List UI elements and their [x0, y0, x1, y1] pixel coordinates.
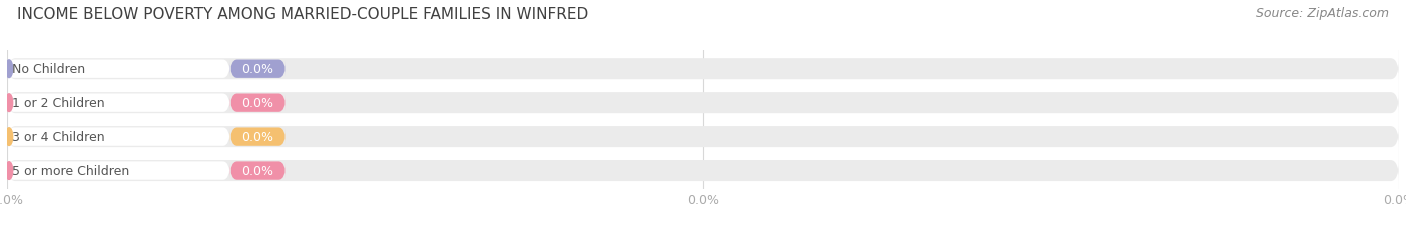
- FancyBboxPatch shape: [229, 60, 285, 79]
- Text: 5 or more Children: 5 or more Children: [13, 164, 129, 177]
- Text: Source: ZipAtlas.com: Source: ZipAtlas.com: [1256, 7, 1389, 20]
- Circle shape: [6, 162, 13, 180]
- Text: 0.0%: 0.0%: [242, 97, 274, 110]
- Text: INCOME BELOW POVERTY AMONG MARRIED-COUPLE FAMILIES IN WINFRED: INCOME BELOW POVERTY AMONG MARRIED-COUPL…: [17, 7, 588, 22]
- Text: 0.0%: 0.0%: [242, 63, 274, 76]
- Text: No Children: No Children: [13, 63, 86, 76]
- FancyBboxPatch shape: [7, 60, 229, 79]
- FancyBboxPatch shape: [7, 128, 229, 146]
- FancyBboxPatch shape: [229, 128, 285, 146]
- FancyBboxPatch shape: [229, 94, 285, 112]
- Circle shape: [6, 128, 13, 146]
- Text: 1 or 2 Children: 1 or 2 Children: [13, 97, 105, 110]
- Text: 3 or 4 Children: 3 or 4 Children: [13, 131, 105, 143]
- FancyBboxPatch shape: [7, 127, 1399, 148]
- FancyBboxPatch shape: [7, 162, 229, 180]
- Circle shape: [6, 94, 13, 112]
- FancyBboxPatch shape: [7, 94, 229, 112]
- FancyBboxPatch shape: [7, 93, 1399, 114]
- Circle shape: [6, 61, 13, 78]
- FancyBboxPatch shape: [229, 162, 285, 180]
- FancyBboxPatch shape: [7, 59, 1399, 80]
- FancyBboxPatch shape: [7, 160, 1399, 181]
- Text: 0.0%: 0.0%: [242, 164, 274, 177]
- Text: 0.0%: 0.0%: [242, 131, 274, 143]
